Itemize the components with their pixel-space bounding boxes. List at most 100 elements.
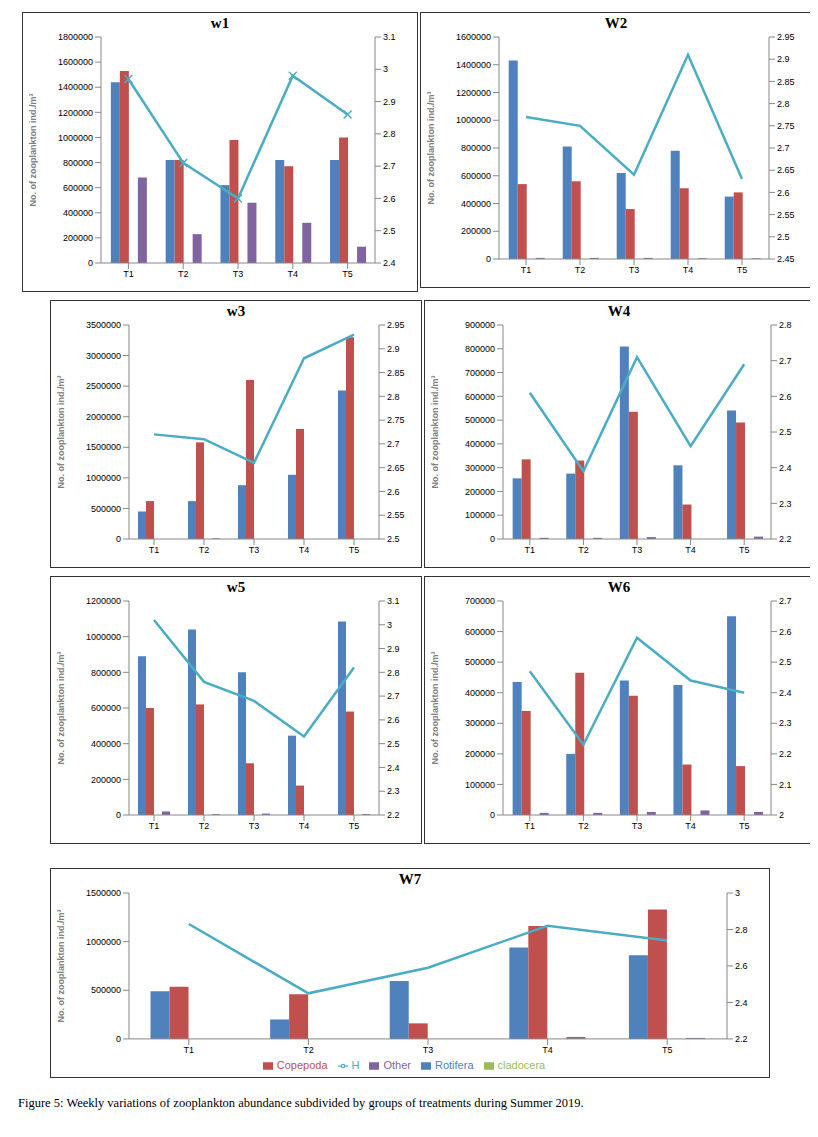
svg-text:2.8: 2.8 [387, 668, 400, 678]
svg-text:600000: 600000 [461, 171, 491, 181]
svg-text:3500000: 3500000 [86, 321, 121, 330]
svg-text:T4: T4 [685, 545, 696, 555]
svg-text:2.9: 2.9 [387, 644, 400, 654]
svg-text:2.4: 2.4 [387, 763, 400, 773]
svg-text:T3: T3 [629, 265, 640, 275]
svg-text:T5: T5 [739, 821, 750, 831]
svg-text:1600000: 1600000 [456, 33, 491, 42]
svg-text:0: 0 [116, 1034, 121, 1044]
svg-text:0: 0 [490, 810, 495, 820]
svg-text:T2: T2 [575, 265, 586, 275]
svg-text:T3: T3 [632, 821, 643, 831]
svg-text:400000: 400000 [465, 688, 495, 698]
svg-text:T5: T5 [737, 265, 748, 275]
svg-text:T1: T1 [521, 265, 532, 275]
svg-text:T2: T2 [199, 545, 210, 555]
svg-text:600000: 600000 [465, 392, 495, 402]
svg-text:800000: 800000 [63, 158, 93, 168]
svg-text:800000: 800000 [461, 143, 491, 153]
svg-text:T3: T3 [249, 821, 260, 831]
svg-text:200000: 200000 [63, 233, 93, 243]
svg-text:2.5: 2.5 [779, 427, 792, 437]
svg-text:2: 2 [779, 810, 784, 820]
svg-text:900000: 900000 [465, 321, 495, 330]
svg-text:T2: T2 [199, 821, 210, 831]
svg-text:T3: T3 [632, 545, 643, 555]
svg-text:1200000: 1200000 [86, 597, 121, 606]
svg-text:2.3: 2.3 [779, 499, 792, 509]
svg-text:2.5: 2.5 [779, 657, 792, 667]
svg-text:T5: T5 [349, 545, 360, 555]
svg-text:2.5: 2.5 [383, 226, 396, 236]
svg-text:200000: 200000 [465, 487, 495, 497]
svg-text:2.2: 2.2 [779, 534, 792, 544]
svg-text:100000: 100000 [465, 510, 495, 520]
svg-text:3.1: 3.1 [387, 597, 400, 606]
svg-text:2.8: 2.8 [735, 925, 748, 935]
svg-text:300000: 300000 [465, 463, 495, 473]
svg-text:500000: 500000 [91, 504, 121, 514]
svg-text:600000: 600000 [91, 703, 121, 713]
svg-text:0: 0 [116, 810, 121, 820]
svg-text:2.5: 2.5 [777, 232, 790, 242]
svg-text:2.1: 2.1 [779, 780, 792, 790]
svg-text:2.75: 2.75 [777, 121, 795, 131]
svg-text:No. of zooplankton ind./m³: No. of zooplankton ind./m³ [430, 376, 440, 489]
svg-text:2.8: 2.8 [387, 392, 400, 402]
svg-text:2000000: 2000000 [86, 412, 121, 422]
svg-text:T2: T2 [578, 821, 589, 831]
svg-text:2.6: 2.6 [779, 392, 792, 402]
svg-text:T5: T5 [342, 269, 353, 279]
svg-text:No. of zooplankton ind./m³: No. of zooplankton ind./m³ [426, 92, 436, 205]
svg-text:2.55: 2.55 [777, 210, 795, 220]
svg-text:T4: T4 [542, 1045, 553, 1055]
svg-text:2.65: 2.65 [387, 463, 405, 473]
svg-text:T3: T3 [233, 269, 244, 279]
svg-text:300000: 300000 [465, 718, 495, 728]
svg-text:2.8: 2.8 [779, 321, 792, 330]
svg-text:2.6: 2.6 [387, 715, 400, 725]
svg-text:T3: T3 [249, 545, 260, 555]
svg-text:400000: 400000 [465, 439, 495, 449]
svg-text:T4: T4 [299, 821, 310, 831]
svg-text:500000: 500000 [465, 657, 495, 667]
svg-text:2.6: 2.6 [383, 194, 396, 204]
svg-text:2.2: 2.2 [779, 749, 792, 759]
svg-text:2.75: 2.75 [387, 415, 405, 425]
svg-text:700000: 700000 [465, 368, 495, 378]
svg-text:800000: 800000 [91, 668, 121, 678]
svg-text:2.8: 2.8 [777, 99, 790, 109]
svg-text:200000: 200000 [465, 749, 495, 759]
svg-text:2.85: 2.85 [777, 77, 795, 87]
svg-text:2.3: 2.3 [387, 786, 400, 796]
svg-text:2.45: 2.45 [777, 254, 795, 264]
svg-text:0: 0 [490, 534, 495, 544]
svg-text:1000000: 1000000 [58, 133, 93, 143]
svg-text:1000000: 1000000 [456, 115, 491, 125]
svg-text:T5: T5 [349, 821, 360, 831]
svg-text:T1: T1 [149, 821, 160, 831]
svg-text:3: 3 [383, 64, 388, 74]
svg-text:T1: T1 [123, 269, 134, 279]
svg-text:0: 0 [486, 254, 491, 264]
svg-text:3.1: 3.1 [383, 33, 396, 42]
svg-text:200000: 200000 [461, 226, 491, 236]
svg-text:1400000: 1400000 [456, 60, 491, 70]
svg-text:2.9: 2.9 [777, 54, 790, 64]
svg-text:200000: 200000 [91, 775, 121, 785]
svg-text:1500000: 1500000 [86, 442, 121, 452]
svg-text:2.4: 2.4 [383, 258, 396, 268]
svg-text:2.6: 2.6 [387, 487, 400, 497]
svg-text:2.3: 2.3 [779, 718, 792, 728]
svg-text:400000: 400000 [63, 208, 93, 218]
svg-text:2.4: 2.4 [735, 998, 748, 1008]
svg-text:2.85: 2.85 [387, 368, 405, 378]
svg-text:T2: T2 [303, 1045, 314, 1055]
svg-text:T1: T1 [525, 821, 536, 831]
svg-text:2.7: 2.7 [779, 356, 792, 366]
svg-text:1800000: 1800000 [58, 33, 93, 42]
svg-text:1500000: 1500000 [86, 889, 121, 898]
svg-text:2.95: 2.95 [777, 33, 795, 42]
svg-text:0: 0 [116, 534, 121, 544]
svg-text:T1: T1 [525, 545, 536, 555]
